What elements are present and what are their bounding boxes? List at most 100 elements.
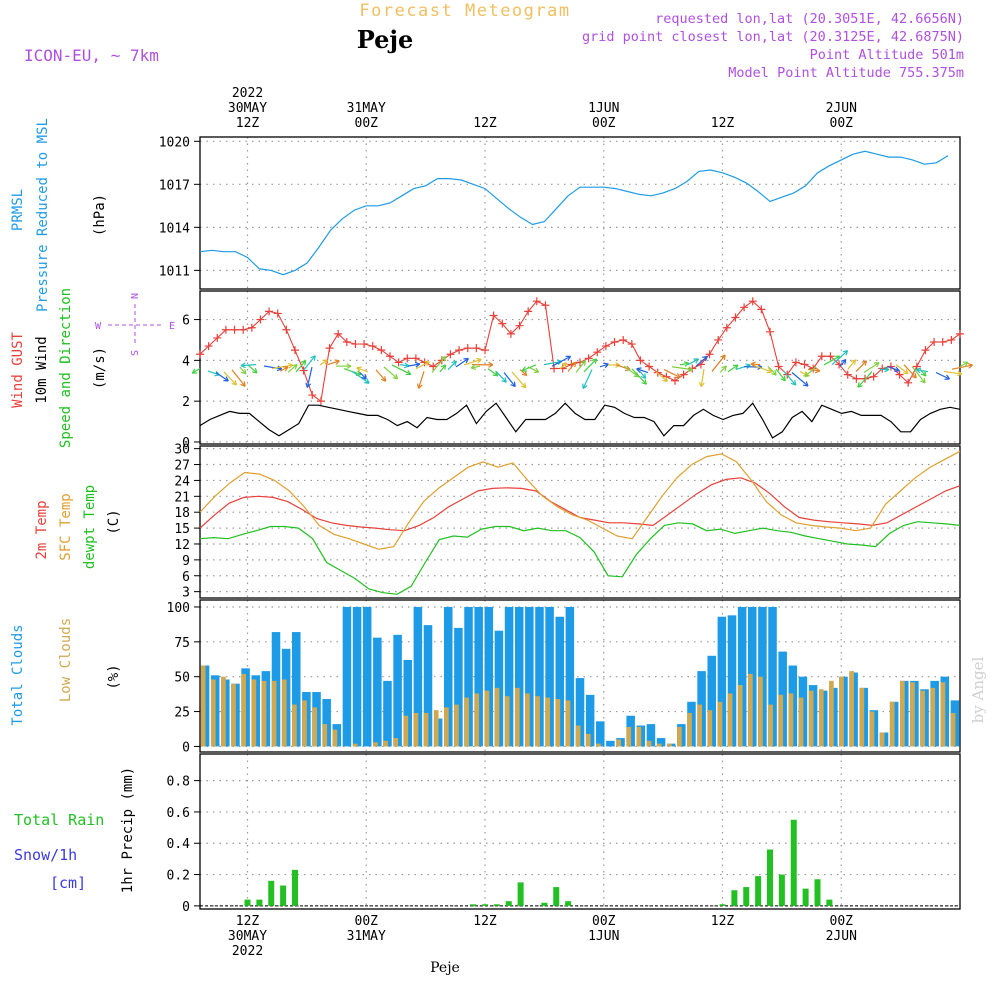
wind-direction-arrowhead bbox=[287, 362, 294, 369]
cloud-unit: (%) bbox=[106, 664, 122, 689]
gust-marker bbox=[740, 303, 749, 312]
gust-marker bbox=[731, 313, 740, 322]
low-cloud-bar bbox=[271, 680, 277, 747]
wind-label-1: Wind GUST bbox=[10, 332, 26, 408]
low-cloud-bar bbox=[373, 742, 378, 747]
wind-direction-arrow bbox=[823, 355, 841, 366]
wind-direction-arrow bbox=[551, 355, 571, 367]
low-cloud-bar bbox=[241, 673, 247, 747]
precip-label-3: [cm] bbox=[50, 874, 86, 892]
wind-direction-arrowhead bbox=[750, 361, 756, 368]
gust-marker bbox=[817, 352, 826, 361]
gust-marker bbox=[506, 329, 515, 338]
gust-marker bbox=[748, 297, 757, 306]
low-cloud-bar bbox=[261, 680, 267, 747]
total-cloud-bar bbox=[727, 615, 737, 747]
wind-direction-arrow bbox=[356, 367, 369, 373]
wind-direction-arrowhead bbox=[903, 368, 909, 375]
total-cloud-bar bbox=[383, 680, 392, 747]
wind-direction-arrow bbox=[391, 364, 412, 375]
wind-direction-arrow bbox=[231, 369, 246, 387]
temp-ytick-label: 27 bbox=[174, 459, 190, 474]
wind-direction-arrowhead bbox=[292, 363, 298, 370]
top-time-tick-label: 00Z bbox=[355, 116, 379, 131]
bottom-time-tick-label: 12Z bbox=[473, 914, 497, 929]
wind-direction-arrowhead bbox=[570, 361, 577, 368]
wind-direction-arrow bbox=[916, 369, 929, 373]
gust-marker bbox=[843, 370, 852, 379]
wind-direction-arrow bbox=[711, 354, 726, 372]
wind-direction-arrow bbox=[687, 358, 699, 366]
wind-direction-arrow bbox=[839, 359, 847, 367]
rain-bar bbox=[790, 819, 797, 906]
pressure-labels: PRMSL Pressure Reduced to MSL (hPa) bbox=[10, 118, 108, 312]
gust-marker bbox=[256, 315, 265, 324]
low-cloud-bar bbox=[889, 701, 895, 747]
gust-marker bbox=[472, 344, 481, 353]
wind-direction-arrow bbox=[567, 361, 577, 372]
low-cloud-bar bbox=[433, 710, 439, 747]
wind-direction-arrow bbox=[519, 369, 528, 376]
wind-direction-arrowhead bbox=[392, 373, 399, 380]
gust-marker bbox=[584, 354, 593, 363]
total-cloud-bar bbox=[768, 606, 777, 747]
wind-direction-arrowhead bbox=[240, 362, 246, 369]
gust-marker bbox=[196, 350, 204, 359]
total-cloud-bar bbox=[717, 616, 727, 747]
gust-marker bbox=[800, 360, 809, 369]
rain-bar bbox=[268, 880, 275, 906]
gust-marker bbox=[541, 301, 550, 310]
wind-direction-arrow bbox=[631, 368, 647, 385]
low-cloud-bar bbox=[251, 679, 257, 747]
total-cloud-bar bbox=[646, 724, 656, 747]
temp-labels: 2m Temp SFC Temp dewpt Temp (C) bbox=[34, 485, 122, 569]
gust-marker bbox=[636, 356, 645, 365]
wind-direction-arrow bbox=[327, 360, 340, 366]
gust-marker bbox=[282, 325, 291, 334]
wind-direction-arrow bbox=[583, 358, 597, 373]
rain-bar bbox=[755, 876, 762, 906]
low-cloud-bar bbox=[808, 690, 814, 747]
low-cloud-bar bbox=[403, 715, 409, 747]
bottom-time-tick-label: 12Z bbox=[236, 914, 260, 929]
wind-direction-arrowhead bbox=[804, 371, 810, 378]
total-cloud-bar bbox=[606, 740, 615, 747]
wind-unit: (m/s) bbox=[92, 347, 108, 389]
rain-bar bbox=[743, 887, 750, 906]
wind-direction-arrow bbox=[831, 350, 848, 366]
low-cloud-bar bbox=[920, 690, 925, 747]
wind-direction-arrowhead bbox=[191, 368, 198, 374]
rain-bar bbox=[482, 904, 488, 906]
low-cloud-bar bbox=[656, 743, 662, 747]
wind-direction-arrowhead bbox=[840, 358, 847, 365]
gust-marker bbox=[532, 297, 541, 306]
clouds-frame bbox=[199, 599, 961, 753]
wind-direction-arrowhead bbox=[440, 364, 447, 370]
low-cloud-bar bbox=[798, 697, 804, 747]
total-cloud-bar bbox=[535, 606, 544, 747]
wind-direction-arrow bbox=[575, 360, 586, 373]
bottom-time-tick-label: 12Z bbox=[711, 914, 735, 929]
compass-e: E bbox=[169, 321, 175, 332]
gust-marker bbox=[299, 366, 308, 375]
rain-bar bbox=[505, 901, 512, 906]
pressure-ytick-label: 1017 bbox=[159, 178, 190, 193]
gust-marker bbox=[368, 342, 377, 351]
wind-direction-arrowhead bbox=[361, 374, 367, 380]
gust-marker bbox=[204, 342, 213, 351]
total-cloud-bar bbox=[545, 606, 554, 747]
model-altitude: Model Point Altitude 755.375m bbox=[728, 65, 964, 81]
cloud-label-1: Total Clouds bbox=[10, 624, 26, 725]
temp-2m-line bbox=[199, 477, 961, 532]
pressure-ytick-label: 1014 bbox=[159, 221, 190, 236]
gust-marker bbox=[213, 333, 222, 342]
gust-marker bbox=[273, 309, 282, 318]
gust-marker bbox=[869, 372, 878, 381]
wind-direction-arrowhead bbox=[884, 366, 890, 373]
wind-direction-arrowhead bbox=[967, 363, 973, 369]
wind-direction-arrowhead bbox=[962, 361, 969, 367]
wind-direction-arrow bbox=[807, 368, 820, 372]
wind-direction-arrow bbox=[407, 363, 420, 367]
precip-label-1: Total Rain bbox=[14, 811, 104, 829]
wind-direction-arrowhead bbox=[364, 378, 370, 384]
